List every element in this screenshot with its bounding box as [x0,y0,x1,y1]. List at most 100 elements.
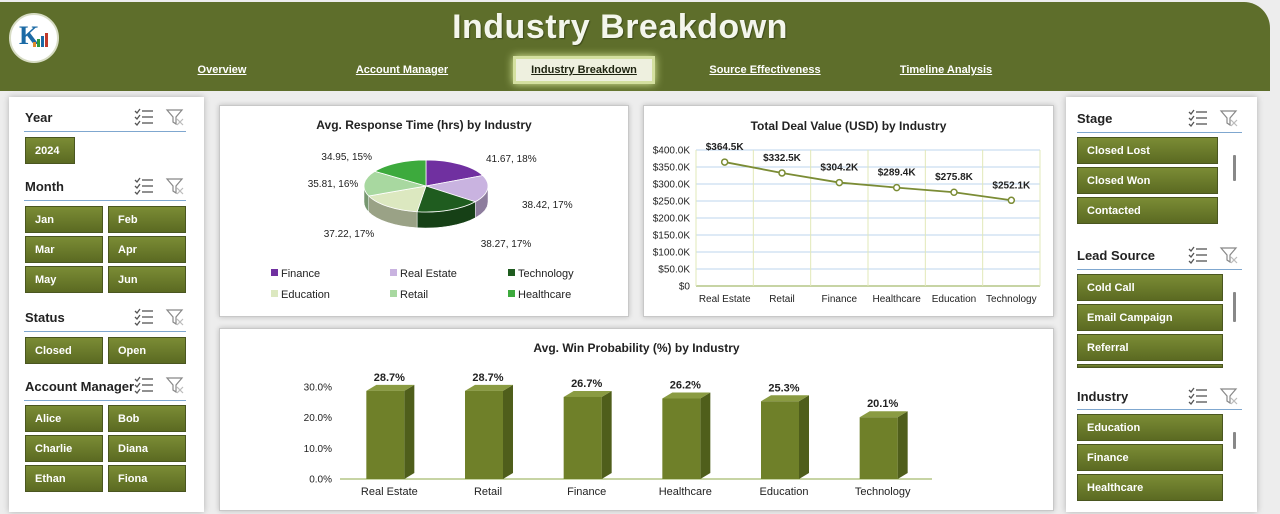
month-option-jan[interactable]: Jan [25,206,103,233]
y-tick-label: 0.0% [309,475,332,486]
x-category-label: Retail [769,294,795,305]
clear-filter-icon[interactable] [165,376,185,394]
tab-industry-breakdown[interactable]: Industry Breakdown [513,56,655,84]
y-tick-label: 10.0% [304,444,332,455]
industry-scrollbar[interactable] [1233,432,1236,449]
bar-side [897,411,908,479]
bar-data-label: 26.2% [670,380,701,392]
stage-scrollbar[interactable] [1233,155,1236,181]
bar-top [859,411,908,418]
line-data-label: $275.8K [935,172,974,183]
right-filter-panel: Stage Closed Lost Closed Won Contacted Lead … [1066,97,1257,512]
line-series [724,161,1012,202]
slicer-divider [24,400,186,401]
month-option-jun[interactable]: Jun [108,266,186,293]
account-manager-option-charlie[interactable]: Charlie [25,435,103,462]
y-tick-label: $400.0K [653,146,691,157]
line-point [720,158,729,166]
month-option-apr[interactable]: Apr [108,236,186,263]
stage-option-closed-won[interactable]: Closed Won [1077,167,1218,194]
bar-data-label: 26.7% [571,378,602,390]
clear-filter-icon[interactable] [165,177,185,195]
tab-account-manager[interactable]: Account Manager [355,64,449,76]
company-logo: K [9,13,59,63]
x-category-label: Real Estate [699,294,751,305]
line-point [835,178,844,187]
line-point [892,183,901,192]
stage-slicer-title: Stage [1077,111,1113,126]
line-data-label: $252.1K [992,180,1031,191]
lead-source-option-partial[interactable] [1077,364,1223,368]
multi-select-icon[interactable] [134,376,154,394]
industry-option-finance[interactable]: Finance [1077,444,1223,471]
month-option-feb[interactable]: Feb [108,206,186,233]
deal-value-line-card: Total Deal Value (USD) by Industry $0 $50… [643,105,1054,317]
x-category-label: Technology [855,486,911,498]
response-time-pie-card: Avg. Response Time (hrs) by Industry 41.… [219,105,629,317]
month-slicer-title: Month [25,179,64,194]
multi-select-icon[interactable] [134,308,154,326]
multi-select-icon[interactable] [1188,246,1208,264]
status-option-open[interactable]: Open [108,337,186,364]
x-category-label: Healthcare [659,486,712,498]
year-option-2024[interactable]: 2024 [25,137,75,164]
slicer-divider [1077,132,1242,133]
y-tick-label: $300.0K [653,180,691,191]
multi-select-icon[interactable] [1188,387,1208,405]
slicer-divider [1077,269,1242,270]
slicer-divider [24,200,186,201]
chart-title: Total Deal Value (USD) by Industry [750,119,947,133]
clear-filter-icon[interactable] [165,308,185,326]
account-manager-slicer-title: Account Manager [25,379,135,394]
line-point [778,169,786,177]
tab-overview[interactable]: Overview [197,64,247,76]
line-data-label: $364.5K [706,142,745,153]
x-category-label: Finance [822,294,858,305]
clear-filter-icon[interactable] [1219,246,1239,264]
legend-swatch [271,290,278,297]
tab-source-effectiveness[interactable]: Source Effectiveness [709,64,821,76]
account-manager-option-fiona[interactable]: Fiona [108,465,186,492]
clear-filter-icon[interactable] [165,108,185,126]
bar-healthcare [662,398,701,479]
y-tick-label: $0 [679,282,691,293]
status-option-closed[interactable]: Closed [25,337,103,364]
tab-timeline-analysis[interactable]: Timeline Analysis [899,64,993,76]
month-option-mar[interactable]: Mar [25,236,103,263]
clear-filter-icon[interactable] [1219,387,1239,405]
stage-option-closed-lost[interactable]: Closed Lost [1077,137,1218,164]
multi-select-icon[interactable] [1188,109,1208,127]
bar-top [366,384,415,391]
pie-data-label: 35.81, 16% [308,179,359,190]
slicer-divider [24,331,186,332]
clear-filter-icon[interactable] [1219,109,1239,127]
multi-select-icon[interactable] [134,177,154,195]
pie-slice-finance [425,159,484,187]
chart-title: Avg. Win Probability (%) by Industry [533,341,740,355]
y-tick-label: 20.0% [304,413,332,424]
account-manager-option-bob[interactable]: Bob [108,405,186,432]
x-category-label: Real Estate [361,486,418,498]
legend-label: Retail [400,289,428,301]
legend-label: Technology [518,268,574,280]
industry-option-healthcare[interactable]: Healthcare [1077,474,1223,501]
month-option-may[interactable]: May [25,266,103,293]
bar-top [761,395,809,402]
legend-swatch [390,290,397,297]
account-manager-option-ethan[interactable]: Ethan [25,465,103,492]
bar-data-label: 28.7% [374,372,405,384]
multi-select-icon[interactable] [134,108,154,126]
legend-label: Finance [281,268,320,280]
lead-source-option-email-campaign[interactable]: Email Campaign [1077,304,1223,331]
account-manager-option-diana[interactable]: Diana [108,435,186,462]
bar-technology [859,417,898,479]
bar-top [563,390,612,397]
industry-option-education[interactable]: Education [1077,414,1223,441]
lead-source-option-referral[interactable]: Referral [1077,334,1223,361]
account-manager-option-alice[interactable]: Alice [25,405,103,432]
lead-source-scrollbar[interactable] [1233,292,1236,322]
lead-source-option-cold-call[interactable]: Cold Call [1077,274,1223,301]
x-category-label: Healthcare [872,294,921,305]
bar-side [503,384,513,479]
stage-option-contacted[interactable]: Contacted [1077,197,1218,224]
